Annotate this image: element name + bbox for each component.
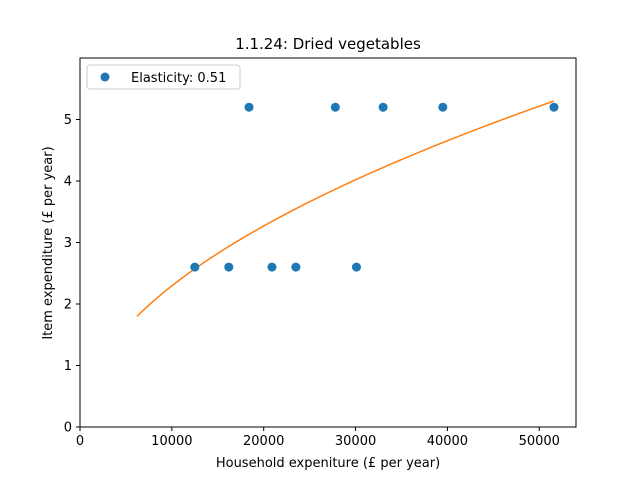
y-tick-label: 5: [64, 113, 72, 128]
x-tick-label: 50000: [519, 434, 560, 449]
y-tick-label: 3: [64, 236, 72, 251]
fit-curve: [136, 100, 555, 317]
y-axis: 0 1 2 3 4 5: [64, 113, 80, 436]
x-tick-label: 40000: [427, 434, 468, 449]
y-tick-label: 1: [64, 359, 72, 374]
y-tick-label: 2: [64, 298, 72, 313]
data-point: [267, 262, 277, 272]
x-axis: 0 10000 20000 30000 40000 50000: [76, 427, 560, 449]
data-point: [351, 262, 361, 272]
data-point: [224, 262, 234, 272]
data-point: [378, 102, 388, 112]
x-tick-label: 10000: [151, 434, 192, 449]
data-point: [291, 262, 301, 272]
legend: Elasticity: 0.51: [86, 64, 241, 90]
y-axis-label: Item expenditure (£ per year): [41, 146, 56, 339]
data-point: [549, 102, 559, 112]
x-tick-label: 0: [76, 434, 84, 449]
x-axis-label: Household expeniture (£ per year): [216, 456, 440, 471]
legend-box: [86, 64, 241, 90]
legend-marker: [100, 72, 110, 82]
data-point: [330, 102, 340, 112]
x-tick-label: 20000: [243, 434, 284, 449]
x-tick-label: 30000: [335, 434, 376, 449]
y-tick-label: 0: [64, 421, 72, 436]
data-point: [190, 262, 200, 272]
legend-label: Elasticity: 0.51: [131, 71, 226, 86]
data-point: [244, 102, 254, 112]
axes-frame: [79, 57, 577, 428]
data-point: [438, 102, 448, 112]
chart-title: 1.1.24: Dried vegetables: [235, 35, 421, 53]
y-tick-label: 4: [64, 175, 72, 190]
plot-area: [79, 57, 577, 428]
